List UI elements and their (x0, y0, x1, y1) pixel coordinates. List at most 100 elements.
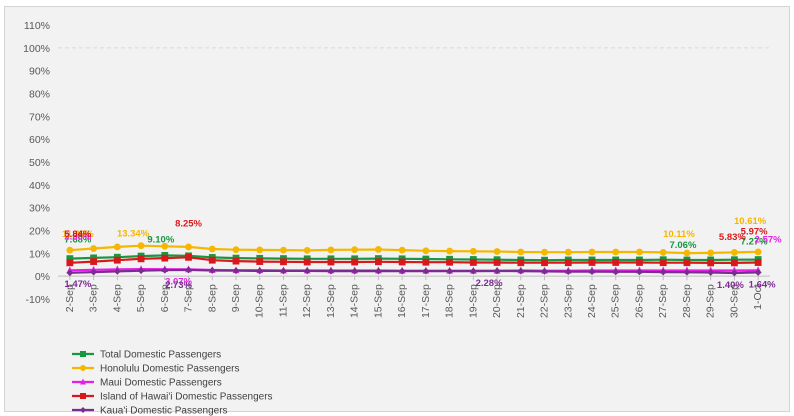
data-label: 3.07% (165, 276, 192, 287)
series-line (69, 244, 759, 255)
y-tick-label: 40% (29, 180, 50, 192)
series-line (69, 256, 759, 264)
series-point (754, 269, 762, 276)
data-label: 2.57% (755, 234, 782, 245)
series-group (66, 242, 762, 277)
series-point (612, 259, 620, 266)
x-tick-label: 13-Sep (325, 284, 337, 318)
series-point (185, 243, 192, 251)
data-label: 1.47% (64, 279, 91, 290)
series-point (113, 243, 121, 251)
series-point (351, 258, 359, 266)
series-line (69, 268, 759, 275)
x-tick-label: 1-Oct (752, 284, 764, 310)
data-label: 10.11% (663, 229, 695, 240)
series-point (707, 249, 715, 257)
x-tick-label: 12-Sep (301, 284, 313, 318)
series-point (564, 248, 572, 256)
x-tick-label: 20-Sep (491, 284, 503, 318)
data-label: 5.83% (719, 232, 746, 243)
series-point (422, 247, 430, 255)
data-label: 8.25% (175, 218, 202, 229)
y-tick-label: 70% (29, 111, 50, 123)
series-point (612, 268, 620, 276)
series-point (280, 246, 287, 254)
x-tick-label: 22-Sep (539, 284, 551, 318)
series-point (683, 268, 691, 276)
series-point (707, 259, 715, 267)
series-point (208, 267, 216, 274)
legend-label: Maui Domestic Passengers (100, 378, 222, 389)
x-tick-label: 2-Sep (64, 284, 76, 312)
legend-label: Kaua'i Domestic Passengers (100, 406, 228, 416)
legend: Total Domestic Passengers Honolulu Domest… (72, 350, 273, 416)
legend-label: Island of Hawai'i Domestic Passengers (100, 392, 273, 403)
series-point (137, 255, 145, 263)
series-point (588, 259, 596, 266)
data-label: 7.27% (741, 237, 768, 248)
x-tick-label: 24-Sep (586, 284, 598, 318)
series-point (517, 259, 525, 267)
series-point (303, 267, 311, 275)
series-point (280, 258, 287, 266)
x-tick-label: 23-Sep (562, 284, 574, 318)
series-point (659, 268, 667, 276)
series-point (541, 267, 548, 275)
series-point (256, 246, 264, 254)
series-point (422, 258, 430, 266)
series-point (161, 242, 169, 250)
series-point (375, 246, 382, 253)
data-label: 9.10% (147, 234, 174, 245)
legend-label: Total Domestic Passengers (100, 350, 221, 361)
series-point (493, 259, 501, 266)
series-point (161, 266, 169, 274)
series-point (517, 267, 525, 275)
data-labels: 7.68% 9.10% 7.06% 7.27% 11.39% 13.34% 10.11% 10… (62, 216, 782, 291)
series-point (66, 269, 74, 277)
series-point (707, 269, 715, 276)
series-point (659, 259, 667, 267)
series-point (469, 247, 477, 255)
series-point (469, 259, 477, 266)
y-tick-label: 30% (29, 203, 50, 215)
legend-marker (80, 393, 86, 399)
series-point (659, 249, 667, 256)
y-tick-label: 20% (29, 226, 50, 238)
x-tick-label: 19-Sep (467, 284, 479, 318)
data-label: 5.84% (64, 229, 91, 240)
series-point (66, 246, 74, 254)
series-point (636, 259, 643, 266)
x-tick-label: 14-Sep (349, 284, 361, 318)
series-point (185, 266, 192, 274)
y-tick-label: 60% (29, 134, 50, 146)
legend-marker (80, 378, 86, 385)
series-point (731, 249, 738, 256)
x-tick-label: 15-Sep (372, 284, 384, 318)
series-point (90, 258, 97, 265)
series-point (493, 248, 501, 255)
series-line (69, 254, 759, 262)
series-point (232, 257, 240, 265)
series-point (66, 259, 74, 267)
series-point (754, 248, 762, 256)
data-label: 2.55% (64, 231, 91, 242)
x-tick-label: 26-Sep (633, 284, 645, 318)
series-point (137, 267, 145, 275)
legend-label: Honolulu Domestic Passengers (100, 364, 240, 375)
series-point (446, 258, 453, 266)
series-point (232, 246, 240, 254)
chart-panel (4, 6, 790, 412)
series-point (731, 259, 738, 267)
series-point (541, 259, 548, 267)
series-point (303, 258, 311, 266)
series-point (113, 256, 121, 264)
x-tick-label: 6-Sep (159, 284, 171, 312)
series-point (66, 255, 74, 263)
series-point (303, 246, 311, 254)
series-point (351, 246, 359, 254)
x-tick-label: 9-Sep (230, 284, 242, 312)
data-label: 13.34% (117, 229, 150, 240)
x-tick-label: 21-Sep (515, 284, 527, 318)
series-4 (66, 266, 762, 277)
